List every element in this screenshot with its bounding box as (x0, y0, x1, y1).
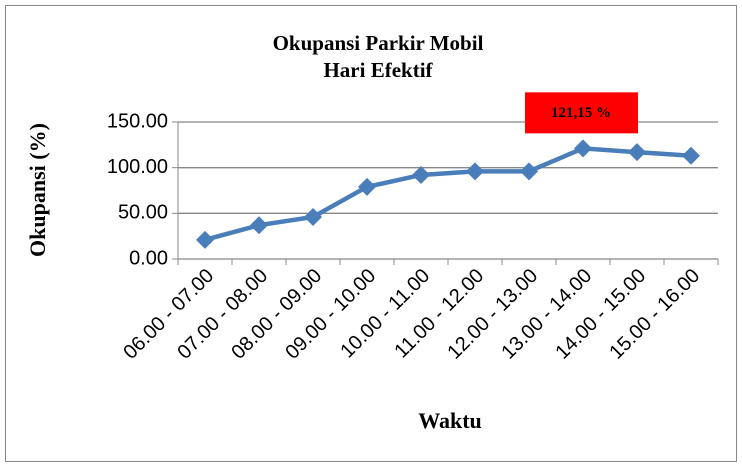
data-line (204, 146, 692, 242)
y-axis-label: Okupansi (%) (25, 123, 50, 257)
data-label-box (525, 92, 638, 134)
data-point (466, 162, 484, 181)
data-label: 121,15 % (551, 105, 611, 121)
data-point (682, 146, 700, 165)
x-axis-label: Waktu (418, 408, 482, 433)
chart-title: Okupansi Parkir Mobil (273, 31, 484, 55)
data-point (304, 207, 322, 226)
y-tick-label: 0.00 (129, 247, 168, 269)
data-point (412, 165, 430, 184)
chart-subtitle: Hari Efektif (323, 58, 433, 82)
y-tick-label: 100.00 (107, 156, 168, 178)
data-point (250, 216, 268, 235)
data-point (196, 230, 214, 249)
y-tick-label: 150.00 (107, 110, 168, 132)
chart-border (5, 5, 737, 462)
data-point (520, 162, 538, 181)
data-point (574, 139, 592, 158)
y-tick-label: 50.00 (118, 202, 168, 224)
data-point (628, 143, 646, 162)
data-point (358, 177, 376, 196)
